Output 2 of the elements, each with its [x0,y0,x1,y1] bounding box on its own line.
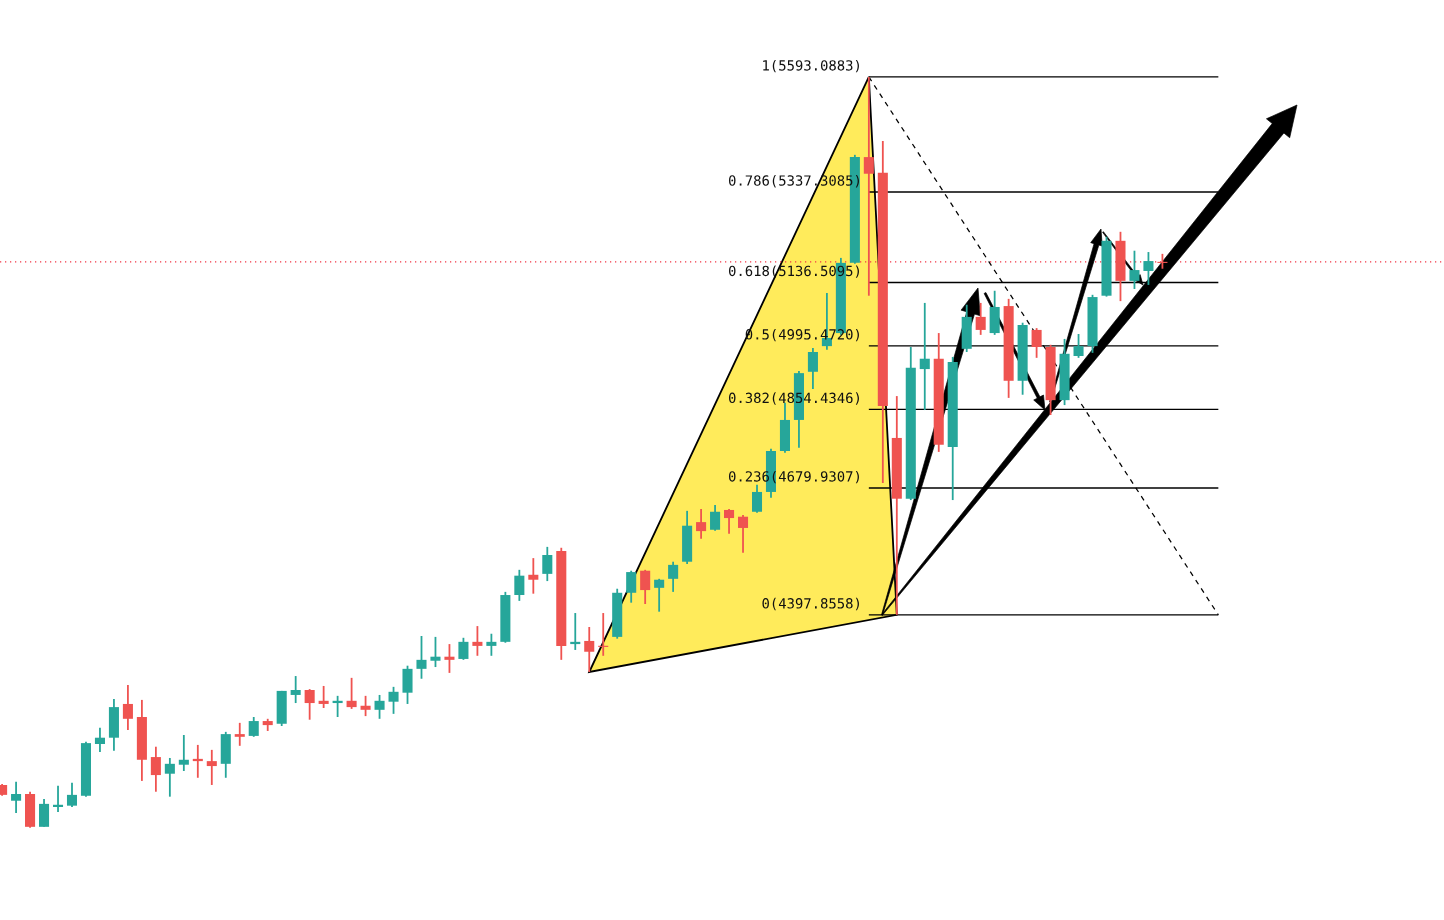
ref-line-label: 1(5593.0883) [763,59,859,73]
ref-line-label: 0(4397.8558) [762,597,859,611]
